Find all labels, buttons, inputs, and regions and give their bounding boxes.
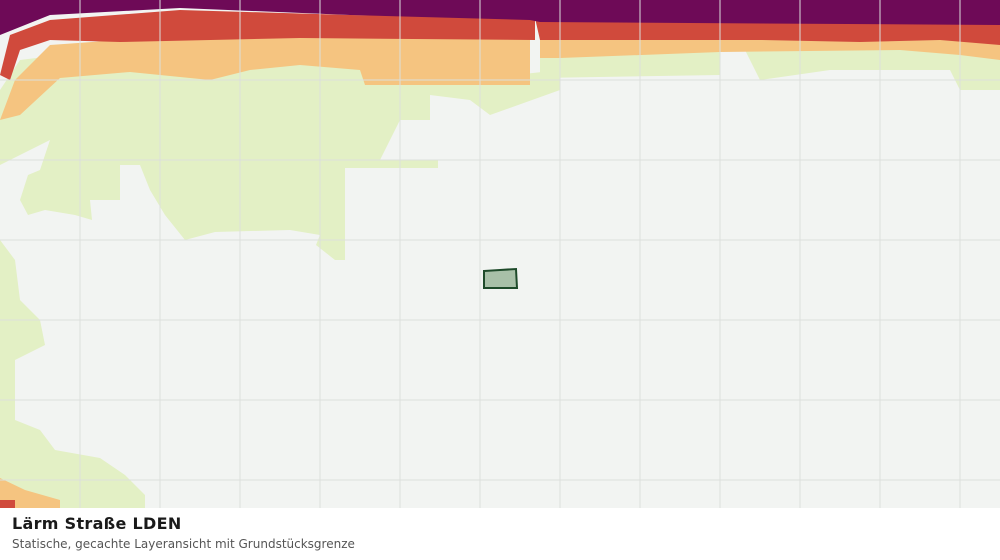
footer: Lärm Straße LDEN Statische, gecachte Lay… xyxy=(0,508,1000,560)
map xyxy=(0,0,1000,508)
noise-zone-high xyxy=(0,500,15,508)
parcel-boundary xyxy=(483,267,519,289)
map-title: Lärm Straße LDEN xyxy=(12,514,182,533)
map-subtitle: Statische, gecachte Layeransicht mit Gru… xyxy=(12,537,355,551)
noise-zone-low xyxy=(0,240,145,508)
map-grid xyxy=(0,0,1000,508)
noise-zone-very-high xyxy=(0,0,1000,35)
noise-zone-medium xyxy=(0,35,530,120)
noise-zone-high xyxy=(0,10,535,80)
noise-zone-high xyxy=(535,18,1000,45)
noise-zone-low xyxy=(0,50,560,260)
noise-zone-medium xyxy=(540,38,1000,60)
